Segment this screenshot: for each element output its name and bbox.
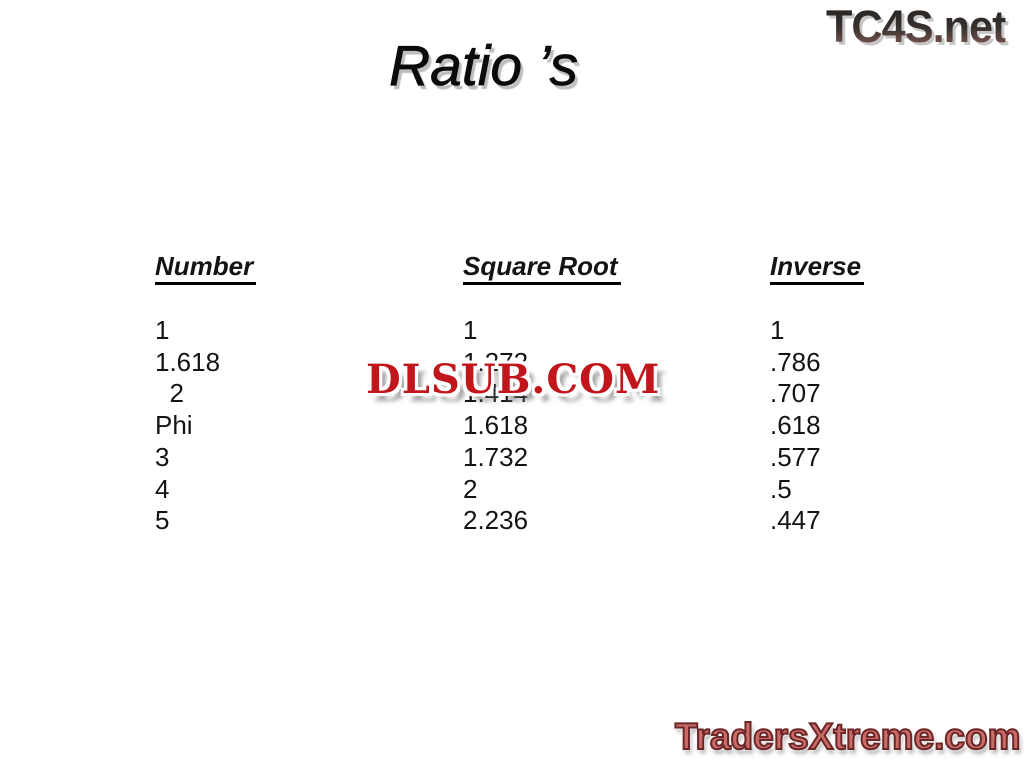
column-header-inverse: Inverse [770, 253, 865, 285]
column-square-root: Square Root 1 1.272 1.414 1.618 1.732 2 … [463, 251, 621, 537]
column-header-square-root: Square Root [463, 253, 621, 285]
column-header-number: Number [155, 253, 257, 285]
tc4s-watermark: TC4S.net [826, 1, 1007, 52]
page-title: Ratio ’s [389, 34, 579, 99]
column-values-square-root: 1 1.272 1.414 1.618 1.732 2 2.236 [463, 315, 529, 536]
tradersxtreme-watermark: TradersXtreme.com [674, 715, 1022, 758]
column-values-inverse: 1 .786 .707 .618 .577 .5 .447 [770, 315, 821, 536]
column-values-number: 1 1.618 2 Phi 3 4 5 [155, 315, 221, 536]
dlsub-watermark: DLSUB.COM [366, 356, 661, 403]
column-inverse: Inverse 1 .786 .707 .618 .577 .5 .447 [770, 251, 865, 537]
column-number: Number 1 1.618 2 Phi 3 4 5 [155, 251, 257, 537]
